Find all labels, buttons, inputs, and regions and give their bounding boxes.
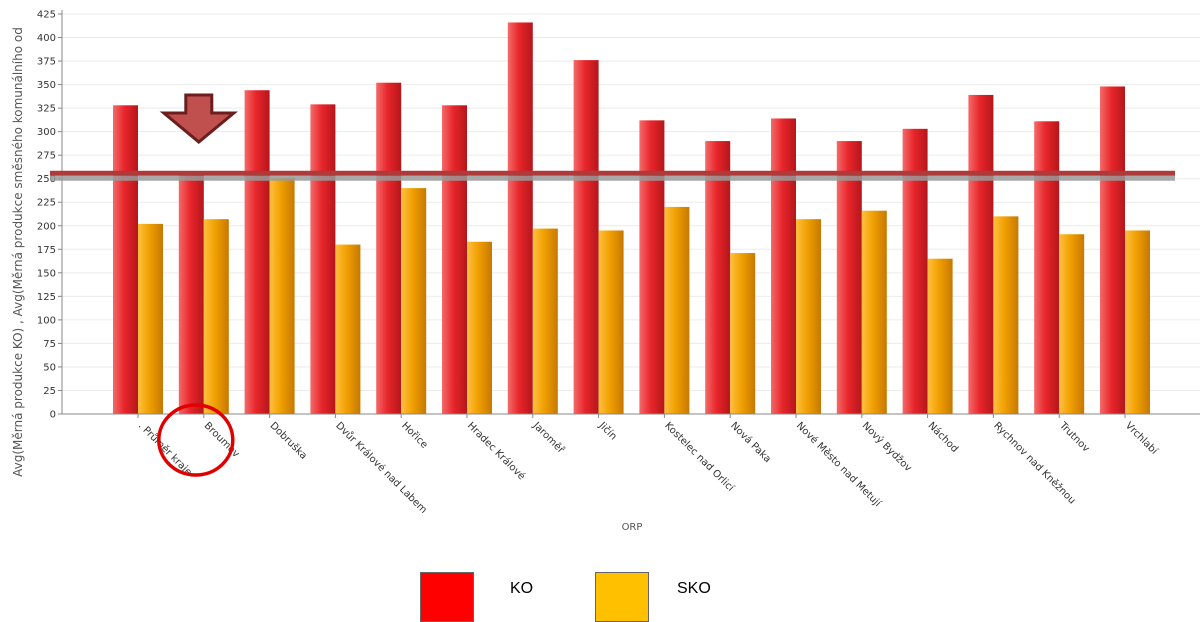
x-tick-label: Hořice [399,420,430,451]
y-tick-label: 425 [37,10,56,21]
bar-sko [138,223,163,414]
bar-sko [1125,230,1150,414]
x-tick-label: Hradec Králové [465,420,528,483]
bar-ko [639,120,665,415]
annotation-arrow-icon [159,93,238,144]
bar-sko [532,228,558,414]
legend-label-sko: SKO [677,580,711,597]
y-tick-label: 250 [37,174,56,185]
y-tick-label: 100 [37,315,56,326]
bar-ko [244,90,270,414]
reference-line-group [50,170,1175,181]
y-tick-label: 0 [50,410,56,421]
x-tick-label: Vrchlabí [1123,420,1161,458]
y-tick-label: 225 [37,198,56,209]
x-tick-labels: . Průměr kraje Broumov Dobruška Dvůr Králov… [136,419,1161,516]
x-tick-label: Náchod [925,420,960,455]
bar-sko [401,188,427,414]
y-axis-title: Avg(Měrná produkce KO) , Avg(Měrná produ… [11,27,25,477]
bar-ko [113,105,138,414]
annotations [157,93,238,477]
y-tick-label: 400 [37,33,56,44]
y-tick-label: 150 [37,268,56,279]
legend-label-ko: KO [510,580,534,597]
legend-swatch-sko [595,572,649,622]
legend-swatch-ko [420,572,474,622]
bar-ko [968,94,994,415]
axes [61,10,1200,418]
bar-ko [376,82,402,415]
bar-sko [335,244,361,414]
bar-ko [1100,86,1125,415]
bar-sko [203,219,229,414]
y-tick-label: 25 [43,386,56,397]
bar-ko [1034,121,1060,414]
x-tick-label: Nový Bydžov [860,420,915,475]
y-tick-label: 175 [37,245,56,256]
bar-ko [836,141,862,414]
reference-line [50,170,1175,176]
bar-sko [1059,234,1085,414]
legend: KO SKO [420,570,740,622]
y-tick-label: 375 [37,57,56,68]
bar-sko [664,206,690,414]
bar-ko [705,141,731,414]
grid-lines [58,13,1200,415]
bar-ko [178,171,204,414]
x-tick-label: Jaroměř [530,419,567,456]
y-tick-labels: 0 25 50 75 100 125 150 175 200 225 250 275 300 325 350… [37,10,56,421]
x-tick-label: Trutnov [1056,420,1091,455]
x-tick-label: Broumov [202,420,242,460]
bar-ko [573,60,599,414]
bars [113,22,1150,415]
x-tick-label: . Průměr kraje [136,420,195,479]
bar-ko [771,118,796,415]
bar-sko [598,230,624,414]
y-tick-label: 325 [37,104,56,115]
reference-line-shadow [50,175,1175,181]
y-tick-label: 125 [37,292,56,303]
annotation-circle [157,403,235,477]
bar-sko [993,216,1019,414]
y-tick-label: 200 [37,221,56,232]
x-tick-label: Nová Paka [728,420,773,465]
x-tick-label: Kostelec nad Orlicí [662,420,737,495]
x-axis-title: ORP [622,522,643,533]
bar-ko [310,104,336,415]
y-tick-label: 50 [43,362,56,373]
bar-ko [442,105,467,414]
bar-sko [861,210,887,414]
y-tick-label: 300 [37,127,56,138]
x-tick-label: Jičín [596,419,620,443]
x-tick-label: Dobruška [267,420,309,462]
bar-sko [269,177,295,414]
bar-sko [927,258,953,414]
bar-ko [507,22,533,415]
bar-sko [467,241,492,414]
bar-sko [796,219,821,414]
y-tick-label: 275 [37,151,56,162]
y-tick-label: 350 [37,80,56,91]
bar-sko [730,253,756,414]
y-tick-label: 75 [43,339,56,350]
